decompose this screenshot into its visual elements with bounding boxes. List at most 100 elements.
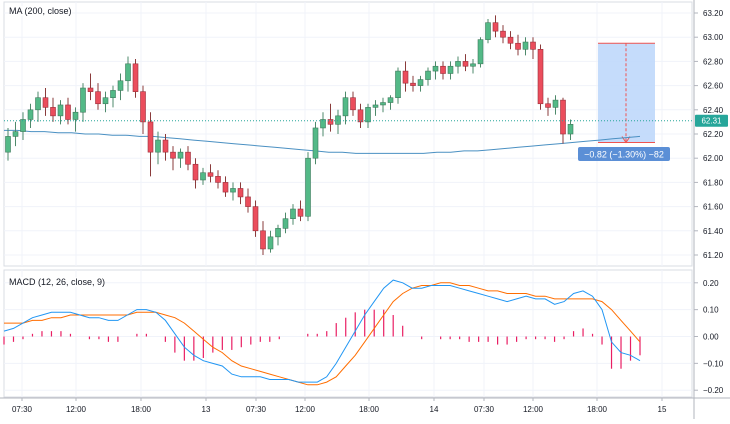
candle [425, 67, 431, 86]
measure-tool[interactable]: −0.82 (−1.30%) −82 [578, 42, 670, 161]
candle-body [117, 80, 124, 91]
macd-pane-frame [3, 269, 693, 398]
candle-body [132, 63, 139, 92]
candle-body [477, 39, 484, 65]
candle-body [12, 131, 19, 137]
candle [470, 58, 476, 74]
candle [305, 152, 311, 222]
candle-body [200, 172, 206, 181]
candle [432, 61, 439, 80]
candle [350, 91, 356, 116]
time-tick-label: 18:00 [359, 405, 380, 414]
candle-body [417, 79, 424, 86]
candle [200, 167, 206, 185]
candle [42, 88, 49, 116]
price-tick-label: 62.00 [703, 154, 724, 163]
candle-body [372, 104, 379, 108]
candle [252, 200, 259, 237]
candle [95, 83, 101, 110]
time-tick-label: 15 [658, 405, 667, 414]
candle-body [425, 70, 431, 80]
candle [50, 97, 56, 122]
candle-body [515, 42, 521, 50]
candle [440, 61, 446, 80]
candle-body [380, 102, 386, 106]
time-tick-label: 18:00 [587, 405, 608, 414]
current-price-line: 62.31 [4, 114, 728, 127]
measure-label: −0.82 (−1.30%) −82 [584, 150, 664, 160]
candle [410, 75, 416, 92]
candle-body [102, 97, 109, 105]
candle [35, 91, 41, 122]
candle [147, 112, 154, 177]
candle-body [72, 111, 79, 120]
candle-body [402, 70, 409, 84]
candle [215, 170, 221, 189]
candle [485, 19, 491, 44]
price-tick-label: 62.60 [703, 82, 724, 91]
candle-body [537, 48, 544, 105]
candle-body [327, 119, 334, 125]
candle [5, 127, 11, 161]
candle [177, 148, 184, 168]
candle-body [357, 109, 364, 123]
candle [530, 37, 536, 59]
candle [237, 182, 244, 205]
candle-body [95, 91, 101, 105]
candle [65, 97, 71, 125]
candle-body [320, 119, 326, 129]
time-tick-label: 07:30 [474, 405, 495, 414]
candle-body [395, 70, 401, 99]
candle-body [365, 107, 371, 123]
candle-body [522, 41, 529, 50]
candle [80, 83, 86, 122]
candle [297, 200, 304, 222]
candle-body [140, 91, 146, 123]
candle-body [410, 82, 416, 86]
candle [185, 146, 191, 171]
candle [537, 44, 544, 110]
candle-body [110, 90, 116, 99]
candle-body [530, 41, 536, 50]
candle-body [252, 206, 259, 232]
price-tick-label: 62.20 [703, 130, 724, 139]
candle [275, 224, 281, 246]
candle-body [230, 188, 236, 193]
macd-tick-label: 0.10 [703, 306, 719, 315]
macd-indicator-label: MACD (12, 26, close, 9) [9, 277, 106, 287]
candle-body [470, 63, 476, 67]
macd-tick-label: −0.10 [703, 359, 724, 368]
candle [447, 61, 454, 80]
candle [117, 73, 124, 101]
candle-body [245, 196, 251, 207]
price-tick-label: 61.20 [703, 251, 724, 260]
candle-body [222, 182, 229, 193]
time-tick-label: 12:00 [523, 405, 544, 414]
candle [320, 112, 326, 137]
candle [57, 100, 64, 125]
candle [12, 121, 19, 147]
price-tick-label: 62.80 [703, 57, 724, 66]
candle-body [162, 139, 169, 153]
time-tick-label: 12:00 [295, 405, 316, 414]
candle-body [5, 136, 11, 153]
candle-body [20, 119, 26, 132]
candle [162, 134, 169, 161]
time-tick-label: 07:30 [12, 405, 33, 414]
time-tick-label: 13 [202, 405, 211, 414]
candle-body [50, 107, 56, 117]
current-price-label: 62.31 [701, 117, 722, 126]
candle [110, 85, 116, 108]
candle-body [57, 104, 64, 117]
candle [87, 73, 94, 101]
candle-body [455, 61, 461, 67]
candle [312, 121, 319, 165]
candle-body [65, 104, 71, 120]
candle [417, 75, 424, 92]
candle-body [125, 63, 131, 82]
candle-body [485, 22, 491, 40]
candle-body [275, 228, 281, 238]
candle-body [462, 61, 469, 67]
candle [245, 188, 251, 213]
